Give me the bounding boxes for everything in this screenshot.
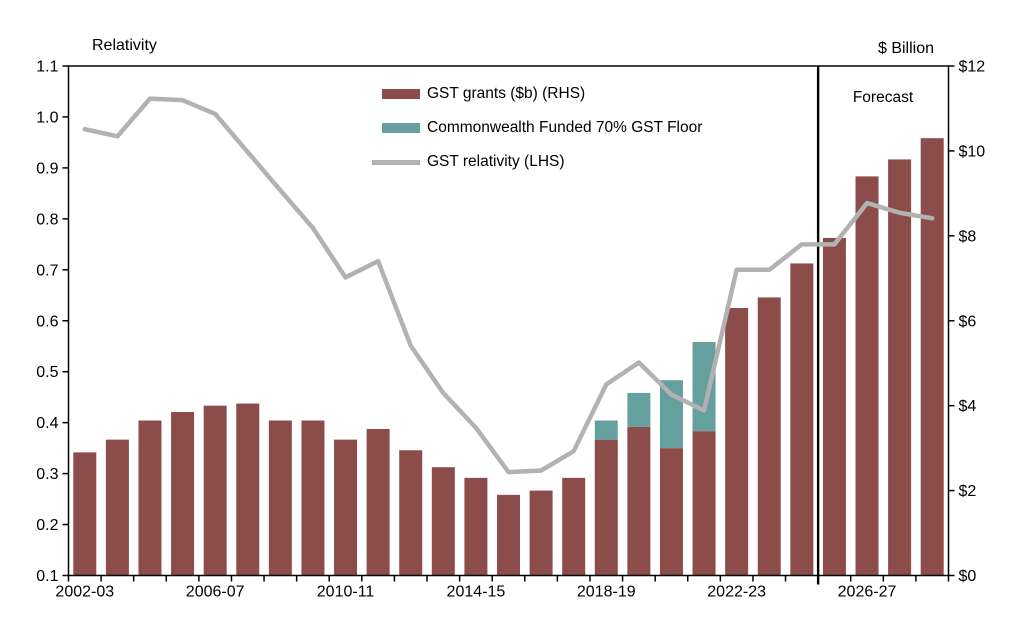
bar-gst-floor	[594, 420, 618, 440]
bar-gst-grants	[562, 477, 586, 576]
bar-gst-grants	[855, 176, 879, 576]
legend-label-gst-floor: Commonwealth Funded 70% GST Floor	[427, 119, 703, 136]
bar-gst-floor	[627, 392, 651, 427]
x-axis-tick-label: 2002-03	[55, 584, 114, 601]
bar-gst-grants	[627, 426, 651, 576]
bar-gst-grants	[920, 138, 944, 576]
bar-gst-grants	[138, 420, 162, 576]
left-axis-tick-label: 1.0	[36, 109, 58, 126]
bar-gst-grants	[822, 237, 846, 576]
left-axis-tick-label: 0.2	[36, 517, 58, 534]
legend: GST grants ($b) (RHS) Commonwealth Funde…	[372, 77, 702, 179]
right-axis-tick-label: $6	[959, 313, 977, 330]
x-axis-tick-label: 2026-27	[838, 584, 897, 601]
right-axis-tick-label: $0	[959, 568, 977, 585]
left-axis-title: Relativity	[92, 37, 157, 54]
x-axis-tick-label: 2022-23	[707, 584, 766, 601]
legend-item-gst-relativity: GST relativity (LHS)	[372, 145, 702, 179]
right-axis-tick-label: $4	[959, 398, 977, 415]
forecast-label: Forecast	[852, 89, 914, 106]
x-axis-tick-label: 2006-07	[186, 584, 245, 601]
bar-gst-grants	[171, 412, 195, 576]
left-axis-tick-label: 0.8	[36, 211, 58, 228]
bar-gst-grants	[497, 494, 520, 576]
bar-gst-grants	[659, 448, 683, 576]
bar-gst-grants	[105, 439, 129, 576]
left-axis-tick-label: 0.6	[36, 313, 58, 330]
bar-gst-grants	[334, 439, 358, 576]
legend-item-gst-grants: GST grants ($b) (RHS)	[382, 77, 702, 111]
bar-gst-grants	[73, 452, 97, 576]
right-axis-title: $ Billion	[877, 40, 934, 57]
bar-gst-grants	[464, 477, 488, 576]
bar-gst-grants	[301, 420, 325, 576]
bar-gst-grants	[529, 490, 553, 576]
bar-gst-grants	[888, 159, 912, 576]
left-axis-tick-label: 0.3	[36, 466, 58, 483]
x-axis-tick-label: 2014-15	[447, 584, 506, 601]
bar-gst-grants	[431, 467, 455, 576]
x-axis-tick-label: 2010-11	[317, 584, 375, 601]
bar-gst-grants	[692, 431, 716, 576]
legend-label-gst-grants: GST grants ($b) (RHS)	[427, 85, 586, 102]
x-axis-tick-label: 2018-19	[577, 584, 636, 601]
bar-gst-grants	[399, 450, 423, 576]
gst-relativity-line	[82, 96, 935, 475]
bar-gst-grants	[366, 429, 390, 576]
bar-gst-grants	[268, 420, 292, 576]
right-axis-tick-label: $2	[959, 483, 977, 500]
legend-label-gst-relativity: GST relativity (LHS)	[427, 153, 565, 170]
right-axis-tick-label: $8	[959, 228, 977, 245]
bar-gst-grants	[790, 263, 814, 576]
gst-relativity-line-swatch	[372, 159, 420, 165]
bar-gst-grants	[203, 405, 227, 576]
bar-gst-grants	[725, 308, 749, 576]
bar-gst-grants	[236, 403, 260, 576]
gst-floor-swatch	[382, 123, 420, 133]
legend-item-gst-floor: Commonwealth Funded 70% GST Floor	[382, 111, 702, 145]
left-axis-tick-label: 0.4	[36, 415, 58, 432]
bar-gst-grants	[757, 297, 781, 576]
left-axis-tick-label: 1.1	[36, 59, 58, 76]
left-axis-tick-label: 0.1	[36, 568, 58, 585]
bar-gst-floor	[692, 341, 716, 432]
right-axis-tick-label: $10	[959, 143, 986, 160]
gst-grants-swatch	[382, 89, 420, 99]
left-axis-tick-label: 0.9	[36, 160, 58, 177]
left-axis-tick-label: 0.5	[36, 364, 58, 381]
left-axis-tick-label: 0.7	[36, 262, 58, 279]
bar-gst-grants	[594, 439, 618, 576]
bar-gst-floor	[659, 380, 683, 449]
right-axis-tick-label: $12	[959, 59, 986, 76]
